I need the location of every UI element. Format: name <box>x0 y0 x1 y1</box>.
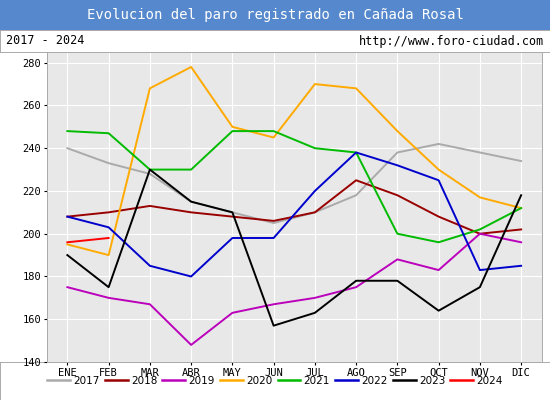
Legend: 2017, 2018, 2019, 2020, 2021, 2022, 2023, 2024: 2017, 2018, 2019, 2020, 2021, 2022, 2023… <box>43 372 507 390</box>
Text: http://www.foro-ciudad.com: http://www.foro-ciudad.com <box>359 34 544 48</box>
Text: 2017 - 2024: 2017 - 2024 <box>6 34 84 48</box>
Text: Evolucion del paro registrado en Cañada Rosal: Evolucion del paro registrado en Cañada … <box>86 8 464 22</box>
